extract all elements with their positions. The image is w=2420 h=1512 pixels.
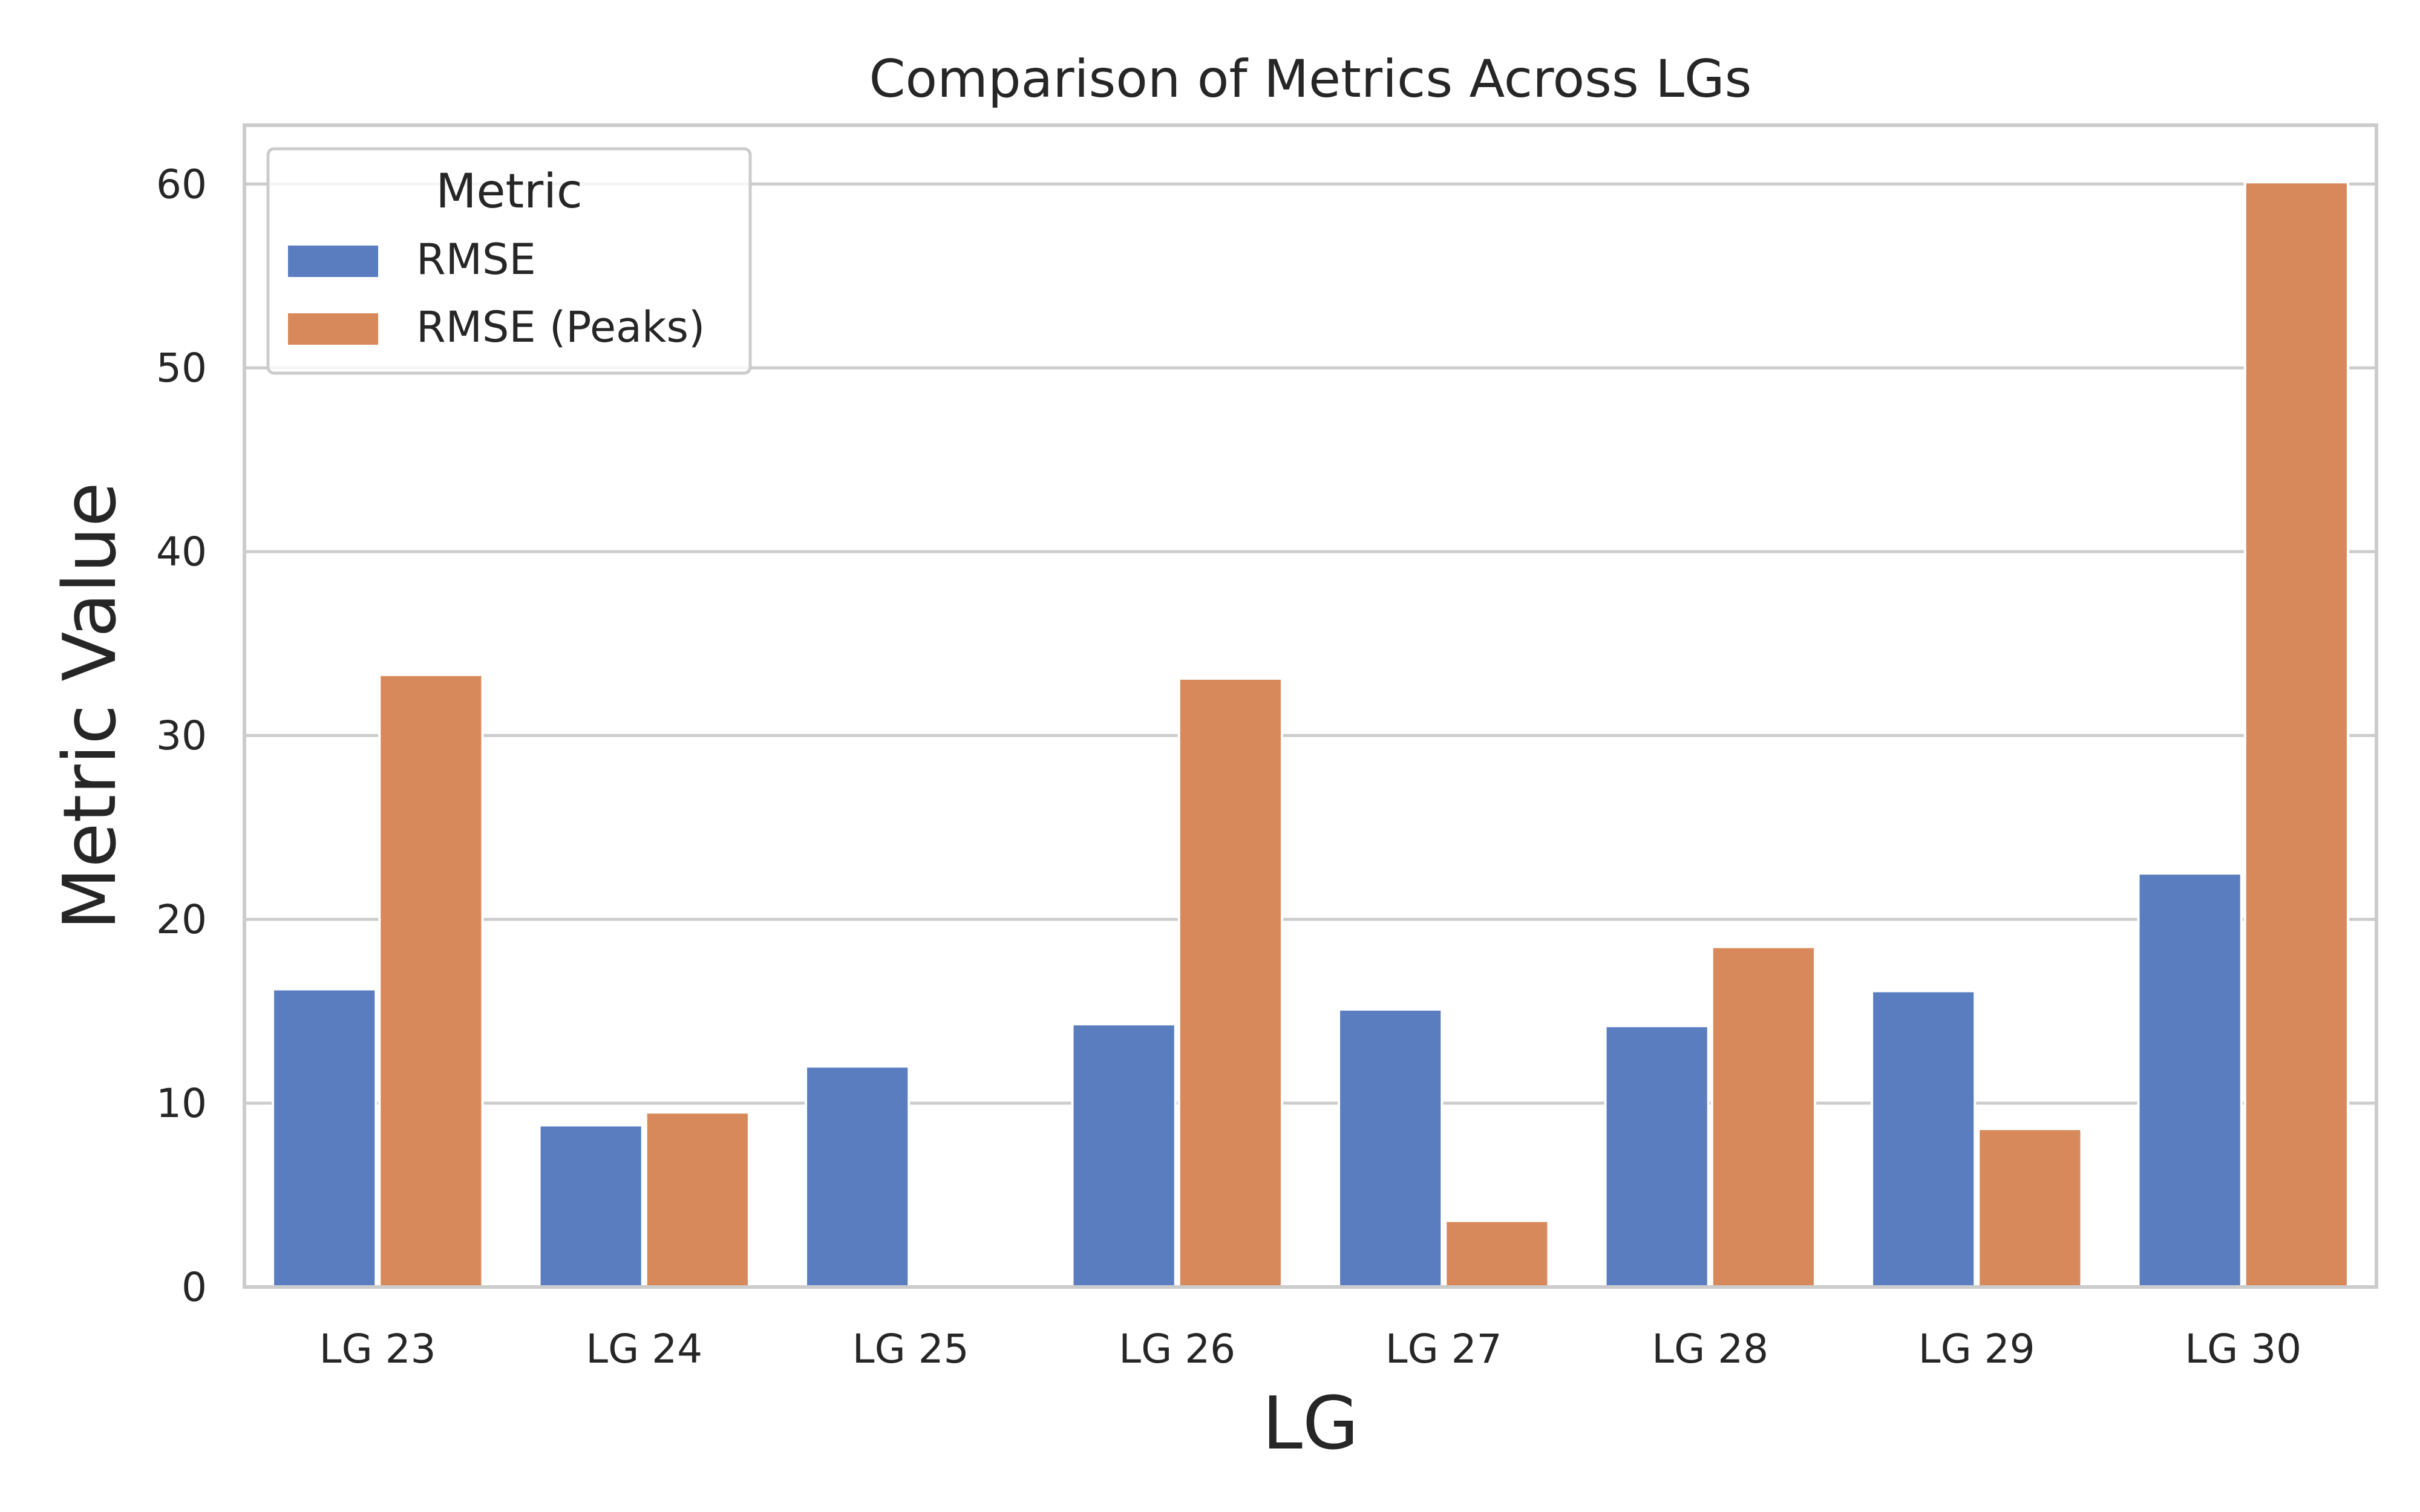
x-tick-label: LG 26 [1119, 1326, 1235, 1372]
x-tick-label: LG 30 [2185, 1326, 2301, 1372]
grid-lines [244, 182, 2376, 1105]
bar-rmse [272, 988, 378, 1289]
bar-rmse [1071, 1023, 1177, 1289]
x-tick-label: LG 23 [319, 1326, 436, 1372]
legend-label: RMSE [416, 235, 536, 284]
y-axis-label: Metric Value [48, 482, 132, 930]
y-tick-label: 20 [156, 896, 207, 943]
legend-items: RMSE RMSE (Peaks) [288, 235, 705, 352]
legend-label: RMSE (Peaks) [416, 302, 705, 352]
y-tick-label: 10 [156, 1080, 207, 1127]
legend: Metric RMSE RMSE (Peaks) [266, 147, 752, 375]
bar-rmse [1604, 1025, 1710, 1289]
bar-rmse [805, 1065, 911, 1288]
y-tick-label: 30 [156, 712, 207, 759]
x-tick-label: LG 29 [1918, 1326, 2035, 1372]
x-tick-label: LG 27 [1385, 1326, 1502, 1372]
legend-swatch [288, 246, 378, 277]
legend-box [266, 147, 752, 375]
x-axis-label: LG [1262, 1382, 1359, 1466]
x-tick-labels: LG 23 LG 24 LG 25 LG 26 LG 27 LG 28 LG 29 LG 30 [319, 1326, 2301, 1372]
bar-rmse-peaks [1710, 945, 1816, 1289]
bar-rmse-peaks [1444, 1219, 1550, 1288]
y-tick-label: 40 [156, 529, 207, 575]
bar-rmse-peaks [2243, 181, 2349, 1288]
x-tick-label: LG 25 [852, 1326, 969, 1372]
bar-rmse [1338, 1008, 1444, 1288]
y-tick-label: 0 [182, 1264, 207, 1311]
y-tick-label: 50 [156, 345, 207, 391]
legend-swatch [288, 313, 378, 345]
x-tick-label: LG 28 [1652, 1326, 1768, 1372]
plot-frame [243, 123, 2378, 1289]
chart-title: Comparison of Metrics Across LGs [869, 49, 1752, 109]
bar-rmse-peaks [1977, 1127, 2083, 1289]
legend-title: Metric [436, 165, 583, 219]
x-tick-label: LG 24 [586, 1326, 702, 1372]
bar-rmse-peaks [644, 1111, 750, 1288]
y-tick-label: 60 [156, 161, 207, 207]
bar-rmse [2137, 872, 2243, 1289]
bar-rmse [1871, 989, 1977, 1289]
y-tick-labels: 0 10 20 30 40 50 60 [156, 161, 207, 1311]
bar-rmse [538, 1124, 644, 1289]
bar-rmse-peaks [1177, 677, 1283, 1288]
bars [272, 181, 2349, 1289]
bar-rmse-peaks [378, 673, 484, 1288]
